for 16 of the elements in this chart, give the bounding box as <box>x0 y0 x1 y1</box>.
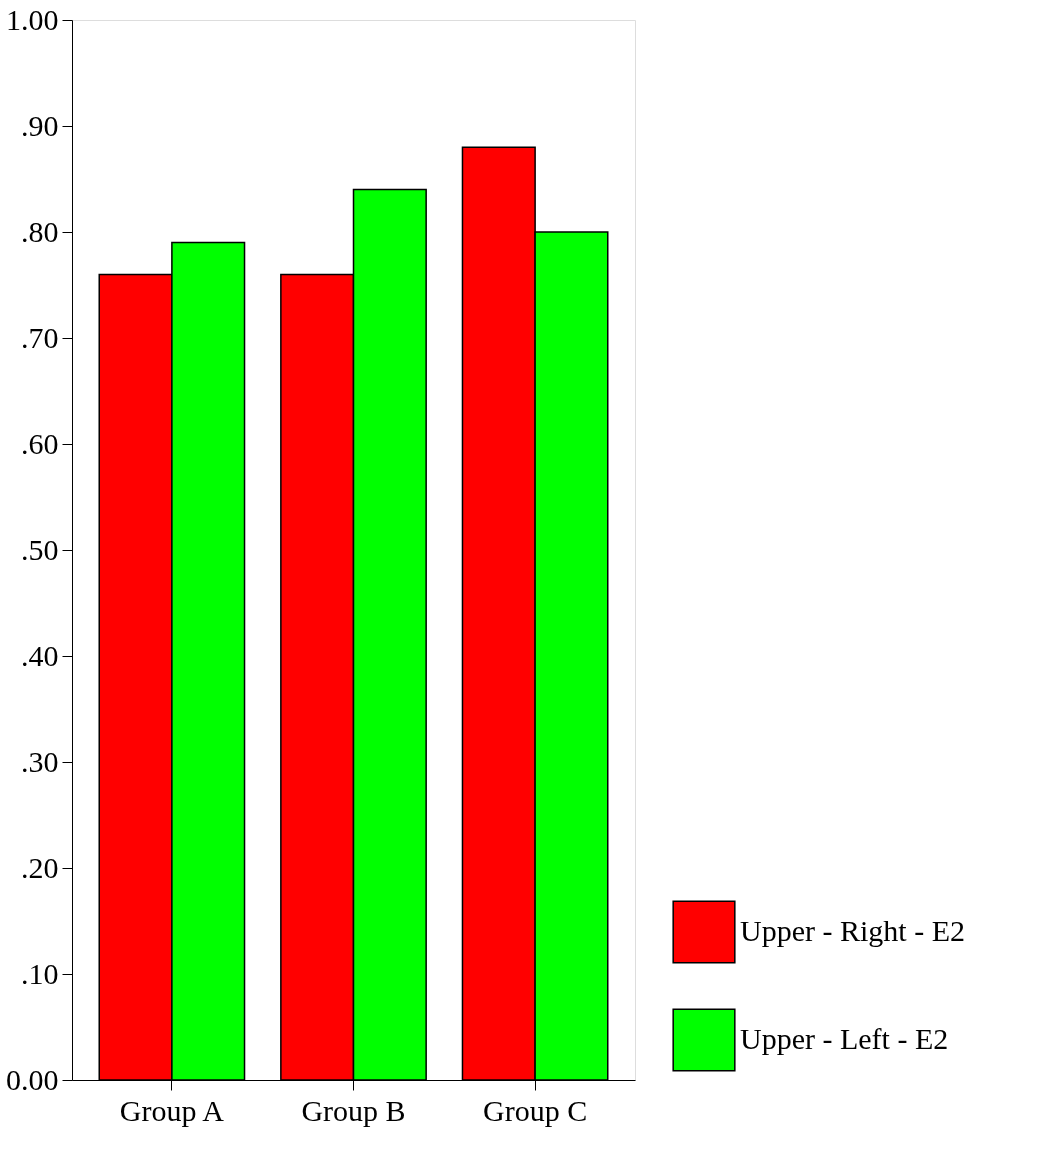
y-tick-label: .60 <box>21 426 59 460</box>
y-tick-label: .70 <box>21 320 59 354</box>
legend-label: Upper - Right - E2 <box>740 914 965 947</box>
y-tick-label: .80 <box>21 214 59 248</box>
x-tick-label: Group C <box>483 1093 588 1127</box>
y-tick-label: .20 <box>21 850 59 884</box>
y-tick-label: .40 <box>21 638 59 672</box>
x-tick-label: Group A <box>119 1093 225 1127</box>
legend-label: Upper - Left - E2 <box>740 1022 949 1055</box>
y-tick-label: .50 <box>21 532 59 566</box>
x-tick-label: Group B <box>301 1093 406 1127</box>
y-tick-label: 1.00 <box>6 2 59 36</box>
y-tick-label: .10 <box>21 956 59 990</box>
y-tick-label: .30 <box>21 744 59 778</box>
y-tick-label: .90 <box>21 108 59 142</box>
y-tick-label: 0.00 <box>6 1062 59 1096</box>
